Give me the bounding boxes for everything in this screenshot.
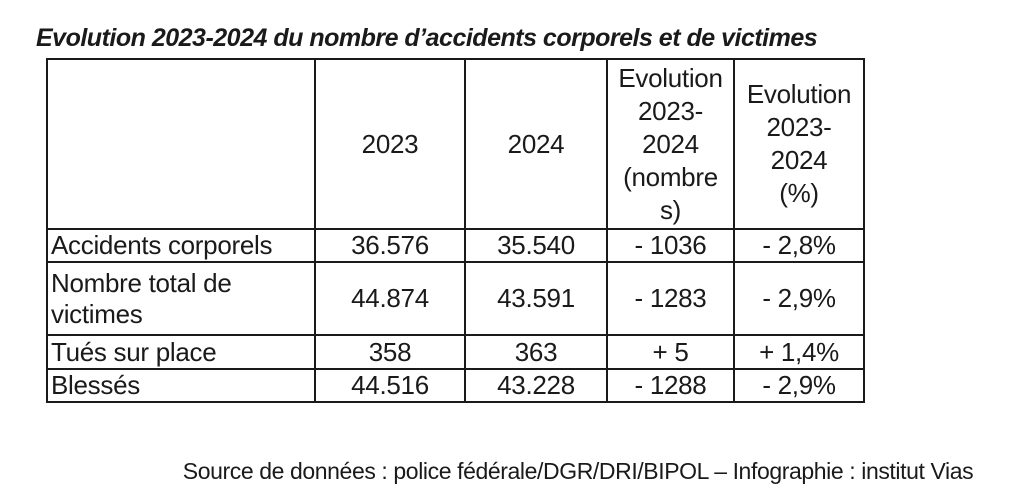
chart-title: Evolution 2023-2024 du nombre d’accident…	[36, 24, 818, 52]
cell-2024: 43.228	[464, 368, 608, 403]
cell-evolution-nombres: - 1288	[606, 368, 735, 403]
table-row-blesses: Blessés 44.516 43.228 - 1288 - 2,9%	[46, 368, 865, 403]
row-label: Accidents corporels	[46, 228, 316, 263]
cell-2023: 44.874	[314, 261, 466, 336]
header-row: 2023 2024 Evolution 2023- 2024 (nombre s…	[46, 58, 865, 230]
cell-evolution-pct: - 2,8%	[733, 228, 865, 263]
cell-2023: 358	[314, 334, 466, 370]
row-label: Blessés	[46, 368, 316, 403]
cell-evolution-pct: + 1,4%	[733, 334, 865, 370]
cell-evolution-pct: - 2,9%	[733, 261, 865, 336]
column-header-blank	[46, 58, 316, 230]
cell-evolution-nombres: - 1283	[606, 261, 735, 336]
cell-2024: 363	[464, 334, 608, 370]
row-label: Nombre total de victimes	[46, 261, 316, 336]
accidents-evolution-table: 2023 2024 Evolution 2023- 2024 (nombre s…	[46, 58, 865, 403]
table-body: Accidents corporels 36.576 35.540 - 1036…	[46, 228, 865, 403]
column-header-2024: 2024	[464, 58, 608, 230]
table-header: 2023 2024 Evolution 2023- 2024 (nombre s…	[46, 58, 865, 230]
cell-2023: 44.516	[314, 368, 466, 403]
column-header-evolution-nombres: Evolution 2023- 2024 (nombre s)	[606, 58, 735, 230]
cell-evolution-nombres: + 5	[606, 334, 735, 370]
cell-2024: 35.540	[464, 228, 608, 263]
cell-2024: 43.591	[464, 261, 608, 336]
column-header-evolution-pct: Evolution 2023- 2024 (%)	[733, 58, 865, 230]
source-caption: Source de données : police fédérale/DGR/…	[182, 458, 974, 484]
cell-evolution-pct: - 2,9%	[733, 368, 865, 403]
table-row-nombre-total-victimes: Nombre total de victimes 44.874 43.591 -…	[46, 261, 865, 336]
row-label: Tués sur place	[46, 334, 316, 370]
cell-evolution-nombres: - 1036	[606, 228, 735, 263]
column-header-2023: 2023	[314, 58, 466, 230]
table-row-tues-sur-place: Tués sur place 358 363 + 5 + 1,4%	[46, 334, 865, 370]
cell-2023: 36.576	[314, 228, 466, 263]
table-row-accidents-corporels: Accidents corporels 36.576 35.540 - 1036…	[46, 228, 865, 263]
